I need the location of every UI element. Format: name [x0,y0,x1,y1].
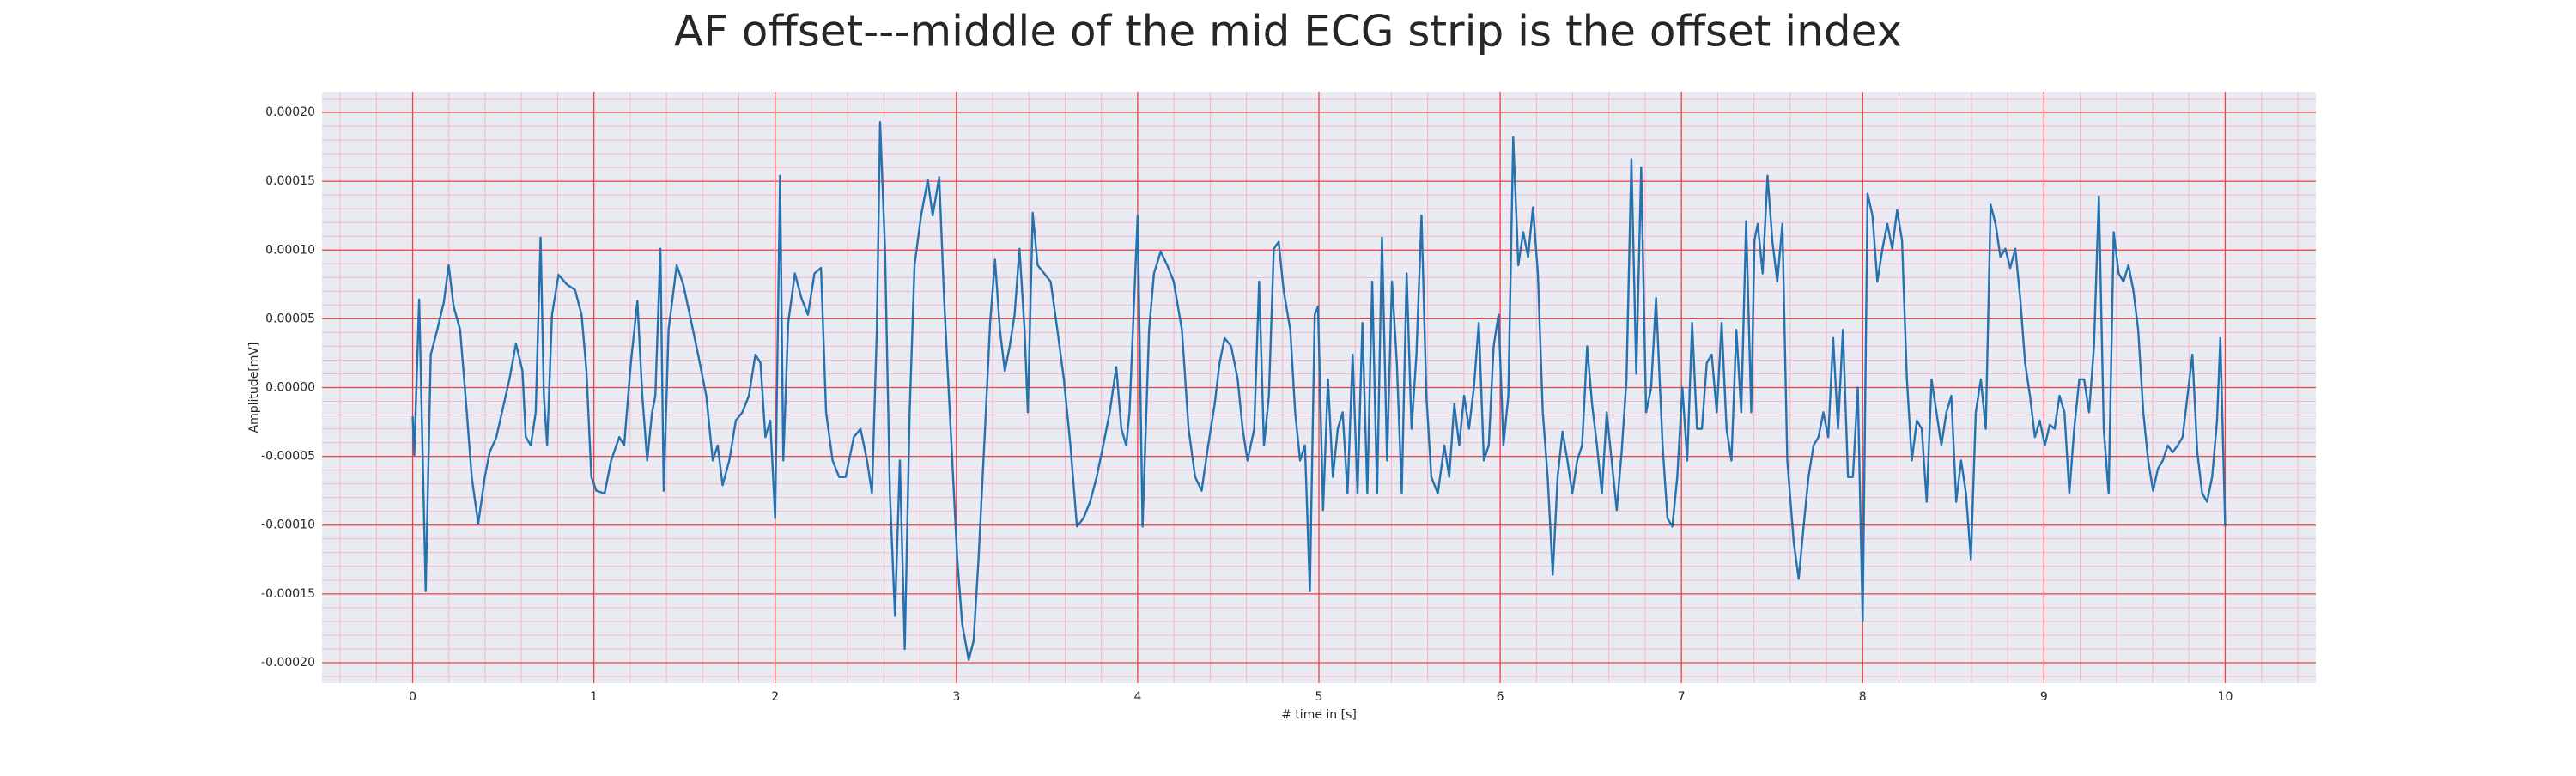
y-tick-label: 0.00020 [265,106,315,119]
x-tick-label: 9 [2040,690,2048,704]
x-tick-label: 1 [590,690,598,704]
y-tick-label: 0.00005 [265,312,315,325]
x-tick-label: 4 [1133,690,1141,704]
x-axis-label: # time in [s] [1281,708,1357,722]
y-tick-label: 0.00015 [265,174,315,188]
y-tick-label: -0.00015 [261,587,315,601]
x-tick-label: 10 [2218,690,2233,704]
x-tick-label: 8 [1859,690,1867,704]
y-tick-label: -0.00005 [261,450,315,464]
y-tick-label: -0.00020 [261,656,315,670]
y-tick-label: 0.00010 [265,243,315,257]
x-tick-label: 5 [1315,690,1323,704]
x-tick-label: 6 [1497,690,1504,704]
x-tick-label: 7 [1678,690,1686,704]
y-axis-label: Amplitude[mV] [247,343,261,433]
y-tick-label: -0.00010 [261,518,315,532]
x-tick-label: 0 [409,690,416,704]
x-tick-label: 3 [952,690,960,704]
ecg-line [411,121,2227,661]
x-tick-label: 2 [771,690,779,704]
chart-title: AF offset---middle of the mid ECG strip … [674,7,1902,57]
y-tick-label: 0.00000 [265,381,315,395]
